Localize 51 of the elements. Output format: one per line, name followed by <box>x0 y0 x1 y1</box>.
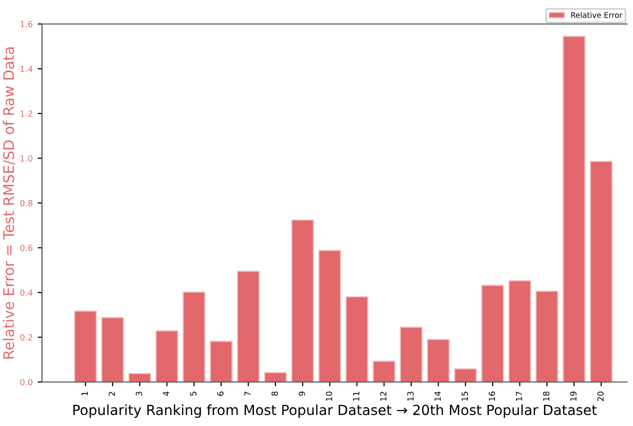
x-tick-label: 14 <box>434 391 441 401</box>
y-tick-label: 0.8 <box>20 200 32 206</box>
x-tick-label: 2 <box>108 392 115 396</box>
x-tick-label: 5 <box>190 392 196 396</box>
x-tick-label: 13 <box>407 392 414 401</box>
bar <box>345 296 368 382</box>
bar <box>155 330 178 382</box>
x-tick-label: 15 <box>462 392 468 401</box>
x-tick-label: 16 <box>488 392 496 401</box>
bar <box>101 317 124 382</box>
y-tick-label: 0.2 <box>20 334 32 341</box>
bar <box>236 270 260 382</box>
x-axis-title: Popularity Ranking from Most Popular Dataset → 20th Most Popular Dataset <box>73 404 597 418</box>
bar <box>508 280 532 382</box>
x-tick-label: 4 <box>163 391 170 396</box>
x-tick-label: 7 <box>244 392 251 396</box>
x-tick-label: 1 <box>82 392 88 396</box>
x-tick-label: 8 <box>272 392 278 396</box>
x-tick-label: 20 <box>597 392 604 402</box>
y-tick-label: 1.0 <box>20 155 32 162</box>
bar <box>562 36 586 382</box>
y-tick-label: 0.6 <box>20 244 32 252</box>
x-tick-label: 10 <box>326 392 332 401</box>
y-tick-label: 1.4 <box>20 66 33 72</box>
x-tick-label: 6 <box>217 392 224 396</box>
bar <box>400 326 423 382</box>
x-tick-label: 19 <box>570 392 576 401</box>
x-tick-label: 18 <box>543 392 550 401</box>
y-tick-label: 1.2 <box>20 110 32 117</box>
x-tick-label: 3 <box>136 392 142 396</box>
x-tick-label: 11 <box>353 392 360 401</box>
bar <box>210 340 233 382</box>
x-tick-label: 9 <box>298 392 306 396</box>
bar <box>182 291 206 382</box>
x-tick-label: 12 <box>380 392 386 401</box>
bar <box>264 372 287 382</box>
bar <box>481 284 504 382</box>
bar <box>426 338 450 382</box>
y-tick-label: 0.4 <box>20 289 33 296</box>
bar <box>74 310 97 382</box>
bar <box>454 368 477 382</box>
y-tick-label: 0.0 <box>20 378 32 386</box>
bar <box>590 160 613 382</box>
bar <box>128 372 152 382</box>
y-tick-label: 1.6 <box>20 20 32 28</box>
y-axis-title: Relative Error = Test RMSE/SD of Raw Data <box>2 47 16 358</box>
x-tick-label: 17 <box>516 392 522 401</box>
bar <box>318 250 342 382</box>
bar <box>372 360 396 382</box>
bar <box>291 219 314 382</box>
bar <box>536 290 558 382</box>
